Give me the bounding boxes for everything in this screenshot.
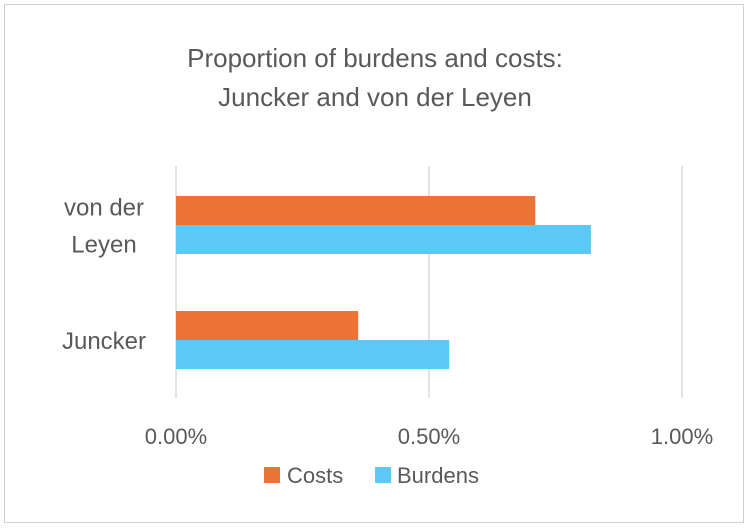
bar-burdens-0 [176,225,591,254]
legend-label-burdens: Burdens [397,463,479,488]
x-tick-label-0: 0.00% [145,424,207,449]
legend-swatch-costs [264,467,280,483]
legend-label-costs: Costs [287,463,343,488]
x-tick-label-1: 0.50% [398,424,460,449]
category-label-1-0: Juncker [62,328,146,355]
bar-burdens-1 [176,340,450,369]
chart-title-line-2: Juncker and von der Leyen [218,82,532,112]
legend-swatch-burdens [375,467,391,483]
category-label-0-1: Leyen [71,232,136,259]
bar-costs-0 [176,196,536,225]
chart-frame: Proportion of burdens and costs: Juncker… [4,4,744,523]
chart-title: Proportion of burdens and costs: Juncker… [5,39,745,117]
category-label-0-0: von der [64,195,144,222]
chart-title-line-1: Proportion of burdens and costs: [187,43,563,73]
bar-costs-1 [176,311,359,340]
x-tick-label-2: 1.00% [651,424,713,449]
